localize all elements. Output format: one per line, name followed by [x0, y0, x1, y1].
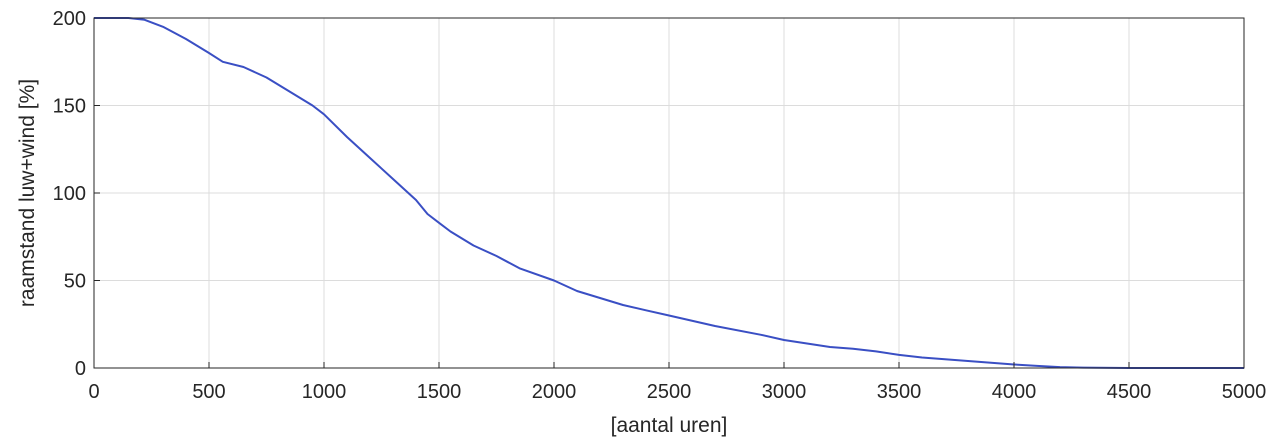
x-axis-label: [aantal uren]: [611, 414, 728, 437]
x-tick-label: 4000: [992, 381, 1037, 403]
y-tick-label: 50: [64, 271, 86, 293]
y-axis-label: raamstand luw+wind [%]: [16, 79, 39, 307]
x-tick-label: 3500: [877, 381, 922, 403]
y-tick-label: 0: [75, 358, 86, 380]
x-tick-label: 4500: [1107, 381, 1152, 403]
y-tick-label: 200: [53, 8, 86, 30]
ticks: 0 500 1000 1500 2000 2500 3000 3500 4000 4500 5000…: [53, 8, 1267, 403]
x-tick-label: 5000: [1222, 381, 1267, 403]
series-line: [94, 17, 1244, 369]
x-tick-label: 0: [88, 381, 99, 403]
x-tick-label: 500: [192, 381, 225, 403]
x-tick-label: 1500: [417, 381, 462, 403]
series-layer: [94, 17, 1244, 369]
x-tick-label: 1000: [302, 381, 347, 403]
x-tick-label: 2000: [532, 381, 577, 403]
x-tick-label: 3000: [762, 381, 807, 403]
y-tick-label: 150: [53, 96, 86, 118]
y-tick-label: 100: [53, 183, 86, 205]
x-tick-label: 2500: [647, 381, 692, 403]
